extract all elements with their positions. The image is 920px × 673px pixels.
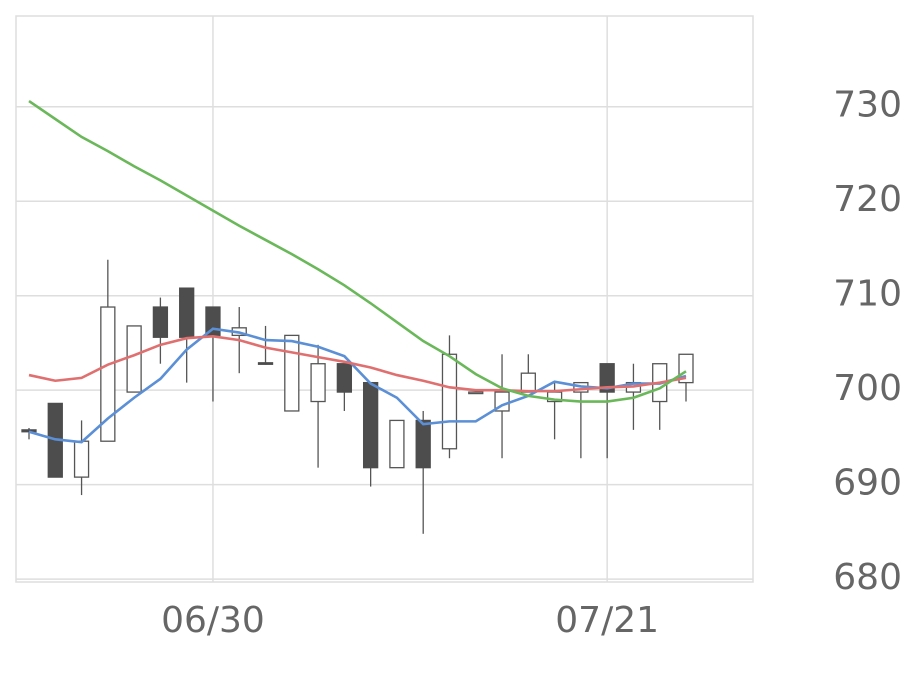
y-tick-label: 710 xyxy=(833,274,902,315)
candle-body xyxy=(73,440,90,478)
y-tick-label: 730 xyxy=(833,85,902,126)
candle-body xyxy=(678,353,694,384)
plot-frame xyxy=(15,15,754,583)
y-tick-label: 690 xyxy=(833,463,902,504)
candle-body xyxy=(441,353,458,450)
moving-average-line xyxy=(28,327,687,444)
candle-body xyxy=(179,287,195,338)
candle-body xyxy=(415,419,431,469)
candle-body xyxy=(310,363,326,403)
candle-body xyxy=(257,362,274,365)
y-tick-label: 720 xyxy=(833,179,902,220)
y-tick-label: 680 xyxy=(833,557,902,598)
candle-body xyxy=(100,306,116,442)
candle-body xyxy=(21,429,37,433)
candle-body xyxy=(362,381,379,469)
candle-body xyxy=(152,306,169,338)
x-tick-label: 07/21 xyxy=(555,600,659,641)
candle-body xyxy=(336,363,353,393)
y-tick-label: 700 xyxy=(833,368,902,409)
candle-body xyxy=(520,372,536,393)
candle-body xyxy=(468,391,484,395)
moving-average-line xyxy=(28,335,687,393)
candle-body xyxy=(284,334,300,412)
x-tick-label: 06/30 xyxy=(161,600,265,641)
candle-body xyxy=(126,325,142,393)
candle-body xyxy=(599,363,615,393)
candle-body xyxy=(389,419,405,469)
moving-average-line xyxy=(28,99,687,403)
